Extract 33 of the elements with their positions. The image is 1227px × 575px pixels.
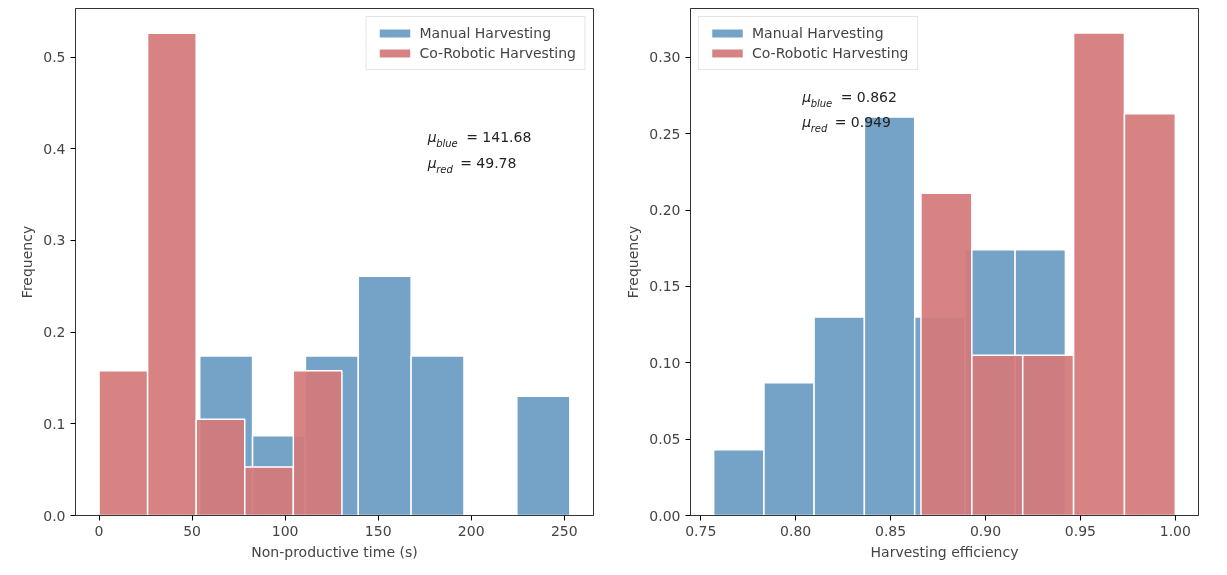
x-tick-label: 0.95: [1064, 522, 1097, 539]
legend-label: Co-Robotic Harvesting: [419, 45, 576, 61]
x-tick-label: 1.00: [1159, 522, 1191, 539]
x-tick-label: 150: [364, 522, 392, 539]
x-axis-title: Harvesting efficiency: [870, 543, 1019, 560]
x-axis-title: Non-productive time (s): [251, 543, 418, 560]
y-tick-label: 0.25: [649, 125, 681, 142]
y-tick-label: 0.20: [649, 202, 681, 219]
x-tick-label: 50: [183, 522, 202, 539]
x-tick-label: 0: [94, 522, 104, 539]
y-axis-title: Frequency: [625, 225, 642, 299]
x-tick-label: 200: [457, 522, 485, 539]
y-tick-label: 0.05: [649, 431, 681, 448]
y-axis-title: Frequency: [19, 225, 36, 299]
y-tick-label: 0.00: [649, 507, 681, 524]
y-tick-label: 0.5: [43, 49, 66, 66]
x-tick-label: 100: [271, 522, 299, 539]
y-tick-label: 0.1: [43, 415, 66, 432]
y-tick-label: 0.15: [649, 278, 681, 295]
x-tick-label: 0.75: [685, 522, 717, 539]
x-tick-label: 0.80: [780, 522, 812, 539]
x-tick-label: 0.90: [969, 522, 1002, 539]
y-tick-label: 0.0: [43, 507, 66, 524]
y-tick-label: 0.3: [43, 232, 66, 249]
x-tick-label: 250: [550, 522, 578, 539]
legend-label: Manual Harvesting: [752, 25, 884, 41]
y-tick-label: 0.30: [649, 49, 681, 66]
y-tick-label: 0.4: [43, 140, 66, 157]
legend-label: Manual Harvesting: [419, 25, 552, 41]
y-tick-label: 0.10: [649, 354, 681, 371]
x-tick-label: 0.85: [875, 522, 907, 539]
legend-label: Co-Robotic Harvesting: [752, 45, 909, 61]
y-tick-label: 0.2: [43, 324, 66, 341]
